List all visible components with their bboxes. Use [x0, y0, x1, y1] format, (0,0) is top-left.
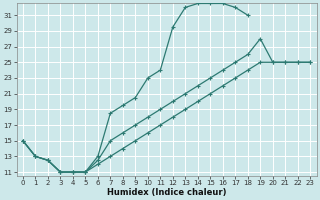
X-axis label: Humidex (Indice chaleur): Humidex (Indice chaleur): [107, 188, 226, 197]
